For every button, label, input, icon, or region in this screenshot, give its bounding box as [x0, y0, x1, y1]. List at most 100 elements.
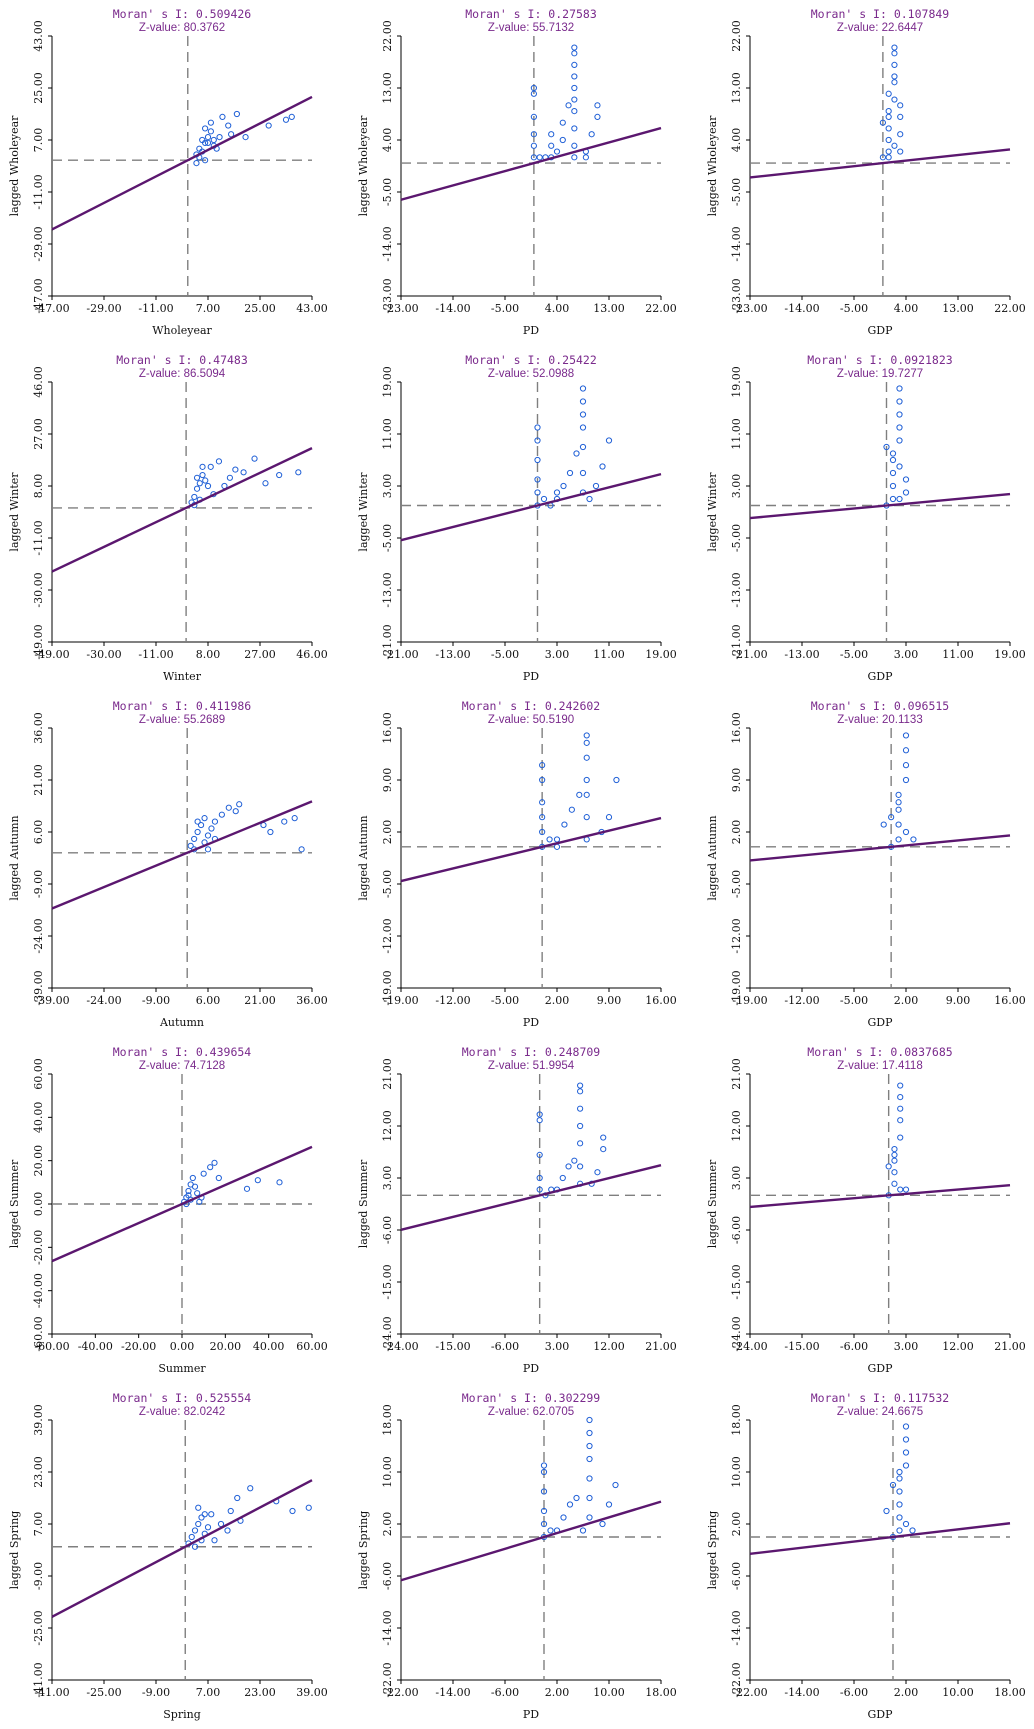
chart-subtitle: Z-value: 80.3762	[139, 22, 225, 34]
y-axis-label: lagged Summer	[706, 1159, 719, 1248]
data-point	[193, 485, 201, 492]
regression-line	[51, 447, 313, 573]
data-point	[539, 799, 546, 806]
data-point	[594, 102, 601, 109]
data-point	[201, 1511, 208, 1518]
data-point	[207, 128, 214, 135]
data-point	[897, 113, 904, 120]
data-point	[902, 1449, 910, 1456]
data-point	[242, 134, 249, 141]
data-point	[204, 134, 212, 141]
y-tick-label: 43.00	[32, 20, 45, 52]
y-tick-label: -41.00	[32, 1662, 45, 1697]
data-point	[599, 463, 606, 470]
y-axis-label: lagged Wholeyear	[357, 115, 370, 217]
data-point	[583, 754, 590, 761]
data-point	[896, 463, 903, 470]
data-point	[305, 1504, 312, 1511]
data-point	[880, 821, 887, 828]
data-point	[586, 1455, 593, 1463]
y-tick-label: -60.00	[32, 1316, 45, 1351]
data-point	[586, 1514, 593, 1521]
chart-subtitle: Z-value: 22.6447	[837, 22, 923, 34]
chart-subtitle: Z-value: 55.2689	[139, 714, 225, 726]
x-tick-label: 11.00	[593, 648, 625, 661]
data-point	[576, 791, 583, 798]
data-point	[194, 828, 201, 836]
y-tick-label: 22.00	[381, 20, 394, 52]
data-point	[553, 836, 561, 843]
data-point	[879, 154, 886, 161]
y-tick-label: 19.00	[381, 366, 394, 398]
data-point	[536, 1117, 543, 1124]
data-point	[571, 73, 578, 80]
data-point	[276, 1179, 283, 1186]
data-point	[577, 1163, 584, 1170]
x-tick-label: 7.00	[196, 302, 221, 315]
y-tick-label: 12.00	[730, 1110, 743, 1142]
data-point	[281, 818, 288, 825]
data-point	[891, 1146, 898, 1153]
data-point	[571, 96, 578, 103]
chart-title: Moran' s I: 0.509426	[113, 7, 252, 21]
data-point	[566, 469, 574, 477]
data-point	[902, 1462, 910, 1469]
y-tick-label: -11.00	[32, 520, 45, 555]
data-point	[534, 456, 541, 464]
data-point	[195, 1504, 202, 1511]
x-tick-label: -40.00	[78, 1340, 113, 1353]
data-point	[891, 96, 898, 103]
x-tick-label: 21.00	[994, 1340, 1026, 1353]
y-tick-label: -24.00	[381, 1316, 394, 1351]
data-point	[534, 437, 541, 444]
x-tick-label: 13.00	[593, 302, 625, 315]
data-point	[896, 1488, 903, 1495]
chart-subtitle: Z-value: 24.6675	[837, 1406, 923, 1418]
regression-line	[51, 1145, 313, 1263]
data-point	[217, 1520, 225, 1528]
x-axis-label: Spring	[163, 1708, 200, 1721]
data-point	[204, 482, 212, 490]
data-point	[534, 476, 541, 483]
y-tick-label: -6.00	[730, 1216, 743, 1244]
x-tick-label: 18.00	[994, 1686, 1026, 1699]
x-tick-label: -12.00	[784, 994, 819, 1007]
y-axis-label: lagged Winter	[8, 472, 21, 552]
x-tick-label: -15.00	[435, 1340, 470, 1353]
data-point	[191, 493, 198, 501]
data-point	[902, 1520, 910, 1528]
chart-subtitle: Z-value: 52.0988	[488, 368, 574, 380]
x-tick-label: 4.00	[545, 302, 570, 315]
x-tick-label: 2.00	[545, 1686, 570, 1699]
x-tick-label: -21.00	[732, 648, 767, 661]
data-point	[548, 142, 555, 149]
x-tick-label: -5.00	[840, 994, 868, 1007]
x-tick-label: -5.00	[491, 648, 519, 661]
data-point	[247, 1485, 254, 1492]
chart-subtitle: Z-value: 82.0242	[139, 1406, 225, 1418]
chart-title: Moran' s I: 0.107849	[811, 7, 950, 21]
data-point	[536, 1186, 543, 1193]
chart-subtitle: Z-value: 50.5190	[488, 714, 574, 726]
data-point	[561, 821, 568, 828]
data-point	[227, 1507, 234, 1515]
y-tick-label: -30.00	[32, 572, 45, 607]
data-point	[540, 1462, 548, 1469]
data-point	[295, 469, 302, 476]
x-tick-label: -5.00	[491, 994, 519, 1007]
data-point	[891, 50, 898, 57]
data-point	[530, 154, 537, 161]
data-point	[191, 1183, 199, 1190]
y-tick-label: -19.00	[730, 970, 743, 1005]
data-point	[233, 110, 240, 118]
moran-plot-10: Moran' s I: 0.439654 Z-value: 74.7128 -60.…	[0, 1038, 344, 1383]
y-tick-label: -5.00	[730, 178, 743, 206]
data-point	[243, 1185, 251, 1192]
data-point	[586, 1442, 593, 1450]
data-point	[586, 1475, 593, 1482]
